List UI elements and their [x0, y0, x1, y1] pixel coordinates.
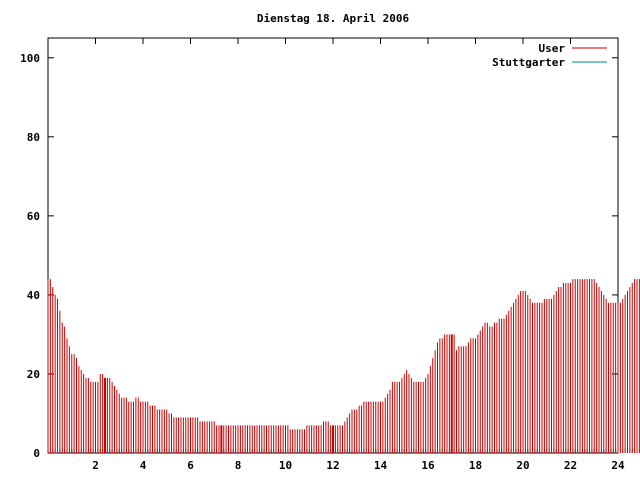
x-tick-label: 8: [235, 459, 242, 472]
legend-label: User: [539, 42, 566, 55]
chart-title: Dienstag 18. April 2006: [257, 12, 410, 25]
y-axis: 0 20 40 60 80 100: [20, 52, 618, 460]
x-tick-label: 12: [326, 459, 339, 472]
y-tick-label: 100: [20, 52, 40, 65]
x-tick-label: 2: [92, 459, 99, 472]
series-user: [47, 279, 640, 453]
x-tick-label: 22: [564, 459, 577, 472]
x-tick-label: 18: [469, 459, 482, 472]
x-axis: 2 4 6 8 10 12 14 16 18 20 22 24: [92, 38, 625, 472]
x-tick-label: 6: [187, 459, 194, 472]
y-tick-label: 0: [33, 447, 40, 460]
y-tick-label: 80: [27, 131, 40, 144]
y-tick-label: 40: [27, 289, 40, 302]
x-tick-label: 4: [140, 459, 147, 472]
x-tick-label: 24: [611, 459, 625, 472]
y-tick-label: 20: [27, 368, 40, 381]
legend-label: Stuttgarter: [492, 56, 565, 69]
x-tick-label: 14: [374, 459, 388, 472]
x-tick-label: 20: [516, 459, 529, 472]
x-tick-label: 16: [421, 459, 435, 472]
x-tick-label: 10: [279, 459, 292, 472]
y-tick-label: 60: [27, 210, 40, 223]
